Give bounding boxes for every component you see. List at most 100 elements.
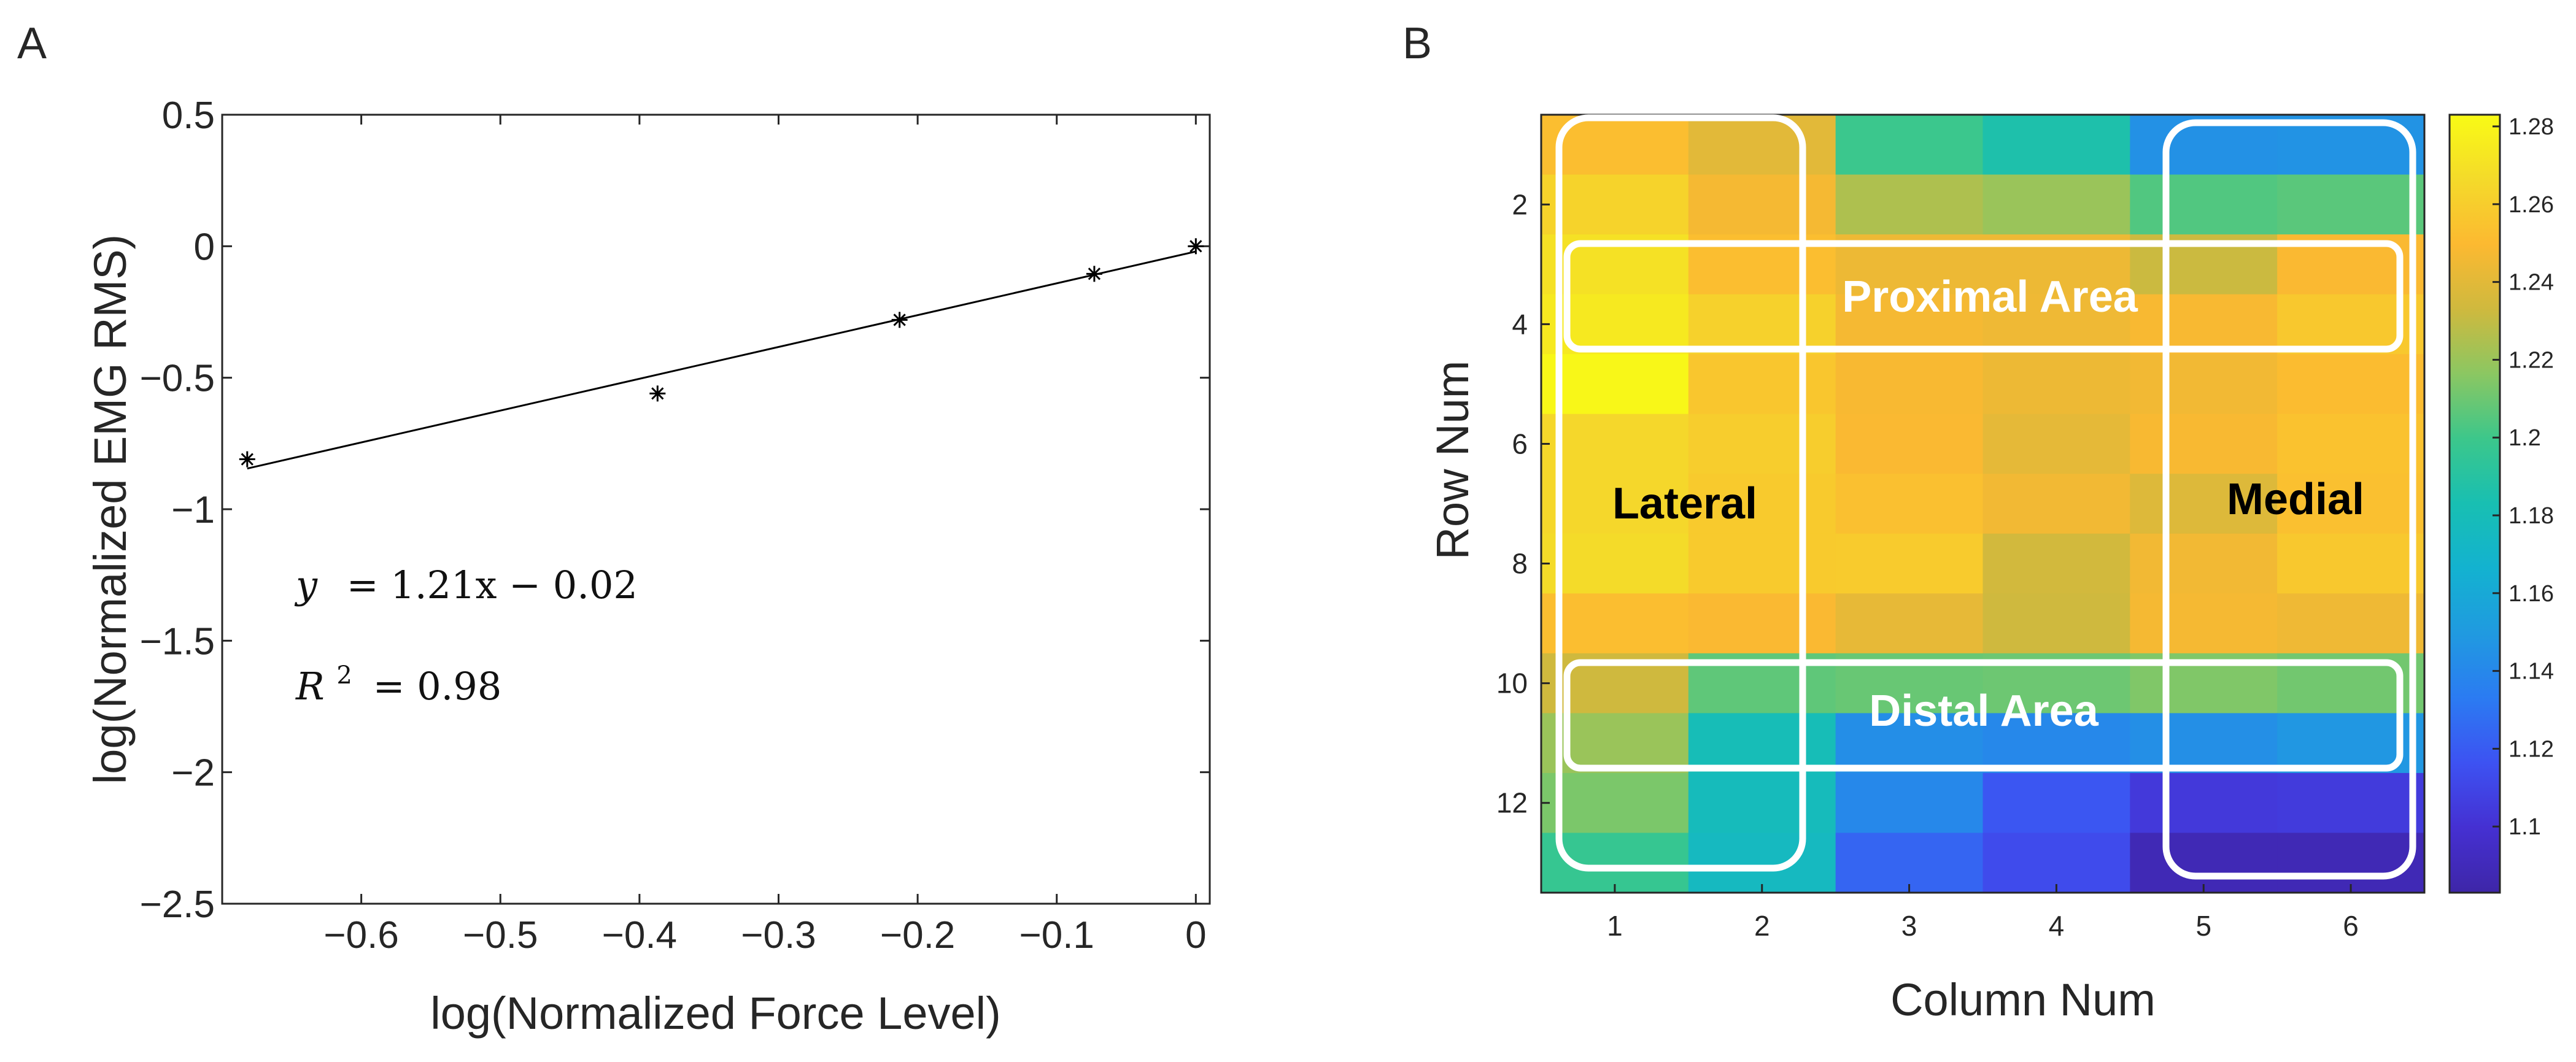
heatmap-cell (2130, 294, 2278, 355)
heatmap-cell (2277, 474, 2425, 534)
heatmap-cell (1541, 833, 1689, 893)
heatmap-cell (2130, 772, 2278, 834)
heatmap-cell (1835, 713, 1984, 774)
x-axis-label-a: log(Normalized Force Level) (430, 988, 1000, 1039)
colorbar-tick-label: 1.14 (2508, 659, 2554, 685)
colorbar-tick-label: 1.16 (2508, 581, 2554, 607)
x-tick-label: 1 (1607, 910, 1623, 942)
heatmap-cell (1982, 533, 2130, 594)
x-tick-label: −0.6 (323, 914, 398, 956)
x-tick-label: 2 (1754, 910, 1770, 942)
lateral-box (1555, 114, 1806, 872)
heatmap-cell (1688, 533, 1836, 594)
equation-rhs: = 1.21x − 0.02 (347, 563, 638, 607)
r2-value: = 0.98 (373, 664, 502, 709)
data-point (1086, 266, 1102, 282)
x-tick-label: 4 (2049, 910, 2065, 942)
x-tick-label: 0 (1185, 914, 1206, 956)
data-point (891, 312, 908, 328)
equation-lhs: y (294, 563, 318, 607)
heatmap-cell (1688, 593, 1836, 654)
proximal-area-box (1563, 240, 2404, 353)
x-axis-label-b: Column Num (1890, 974, 2156, 1025)
heatmap-cell (2130, 474, 2278, 534)
colorbar-tick-label: 1.28 (2508, 114, 2554, 140)
fit-equation: y = 1.21x − 0.02 (294, 563, 638, 607)
heatmap-cell (2277, 833, 2425, 893)
colorbar-tick-label: 1.24 (2508, 270, 2554, 296)
y-tick-label: −0.5 (140, 358, 215, 400)
colorbar-tick-label: 1.12 (2508, 736, 2554, 762)
heatmap-cell (2277, 414, 2425, 474)
medial-label: Medial (2227, 475, 2364, 524)
heatmap-cell (1982, 414, 2130, 474)
y-tick-label: 8 (1512, 548, 1528, 580)
heatmap-cell (2277, 772, 2425, 834)
heatmap-cell (1541, 354, 1689, 415)
y-tick-label: 6 (1512, 428, 1528, 460)
heatmap-cell (1835, 833, 1984, 893)
scatter-panel-a: −0.6 −0.5 −0.4 −0.3 −0.2 −0.1 0 0.5 0 −0.5 −1 −1.5… (85, 94, 1211, 1039)
heatmap-cell (1688, 174, 1836, 235)
heatmap-cell (1982, 294, 2130, 355)
heatmap-cell (1835, 474, 1984, 534)
heatmap-cell (1688, 713, 1836, 774)
heatmap-cell (1541, 414, 1689, 474)
y-tick-label: 2 (1512, 188, 1528, 220)
y-tick-label: −1.5 (140, 620, 215, 663)
r2-superscript: 2 (336, 661, 352, 690)
heatmap-cell (1688, 414, 1836, 474)
heatmap-cell (1541, 115, 1689, 175)
distal-area-box (1563, 659, 2404, 772)
heatmap-cell (2130, 593, 2278, 654)
medial-box (2162, 119, 2416, 880)
y-tick-label: 4 (1512, 308, 1528, 340)
plot-area-a (221, 114, 1211, 905)
y-tick-label: −2 (171, 752, 215, 795)
y-tick-label: 0.5 (162, 94, 215, 137)
colorbar-gradient (2448, 114, 2501, 894)
heatmap-cell (1835, 414, 1984, 474)
heatmap-cell (1541, 533, 1689, 594)
heatmap-cell (1982, 174, 2130, 235)
heatmap-cell (1835, 174, 1984, 235)
heatmap-cell (1541, 294, 1689, 355)
colorbar-tick-label: 1.18 (2508, 503, 2554, 529)
x-tick-label: 6 (2343, 910, 2359, 942)
x-tick-label: 5 (2195, 910, 2211, 942)
heatmap-cell (1688, 115, 1836, 175)
heatmap-cell (1541, 474, 1689, 534)
heatmap-cell (2277, 174, 2425, 235)
heatmap-cell (2277, 354, 2425, 415)
heatmap-cell (1688, 772, 1836, 834)
heatmap-cell (1835, 294, 1984, 355)
proximal-area-label: Proximal Area (1842, 272, 2138, 321)
x-tick-label: −0.5 (463, 914, 538, 956)
heatmap-cell (1688, 294, 1836, 355)
heatmap-cell (1982, 354, 2130, 415)
x-tick-label: −0.2 (880, 914, 955, 956)
colorbar-tick-label: 1.26 (2508, 192, 2554, 218)
heatmap-cell (1541, 713, 1689, 774)
heatmap-cells (1541, 115, 2425, 893)
heatmap-cell (2277, 593, 2425, 654)
heatmap-cell (1541, 174, 1689, 235)
heatmap-cell (1982, 474, 2130, 534)
lateral-label: Lateral (1612, 479, 1757, 528)
heatmap-cell (1835, 533, 1984, 594)
heatmap-cell (2277, 533, 2425, 594)
y-tick-label: 12 (1496, 787, 1528, 819)
x-tick-label: −0.1 (1019, 914, 1094, 956)
data-point (649, 385, 666, 402)
colorbar: 1.28 1.26 1.24 1.22 1.2 1.18 1.16 1.14 1.12 1.1 (2448, 114, 2554, 894)
heatmap-cell (2130, 713, 2278, 774)
heatmap-cell (1982, 115, 2130, 175)
colorbar-tick-label: 1.1 (2508, 814, 2541, 840)
y-tick-label: −2.5 (140, 883, 215, 926)
heatmap-cell (2130, 533, 2278, 594)
x-tick-label: 3 (1901, 910, 1917, 942)
y-tick-label: −1 (171, 489, 215, 531)
heatmap-cell (1982, 593, 2130, 654)
y-tick-label: 10 (1496, 668, 1528, 699)
